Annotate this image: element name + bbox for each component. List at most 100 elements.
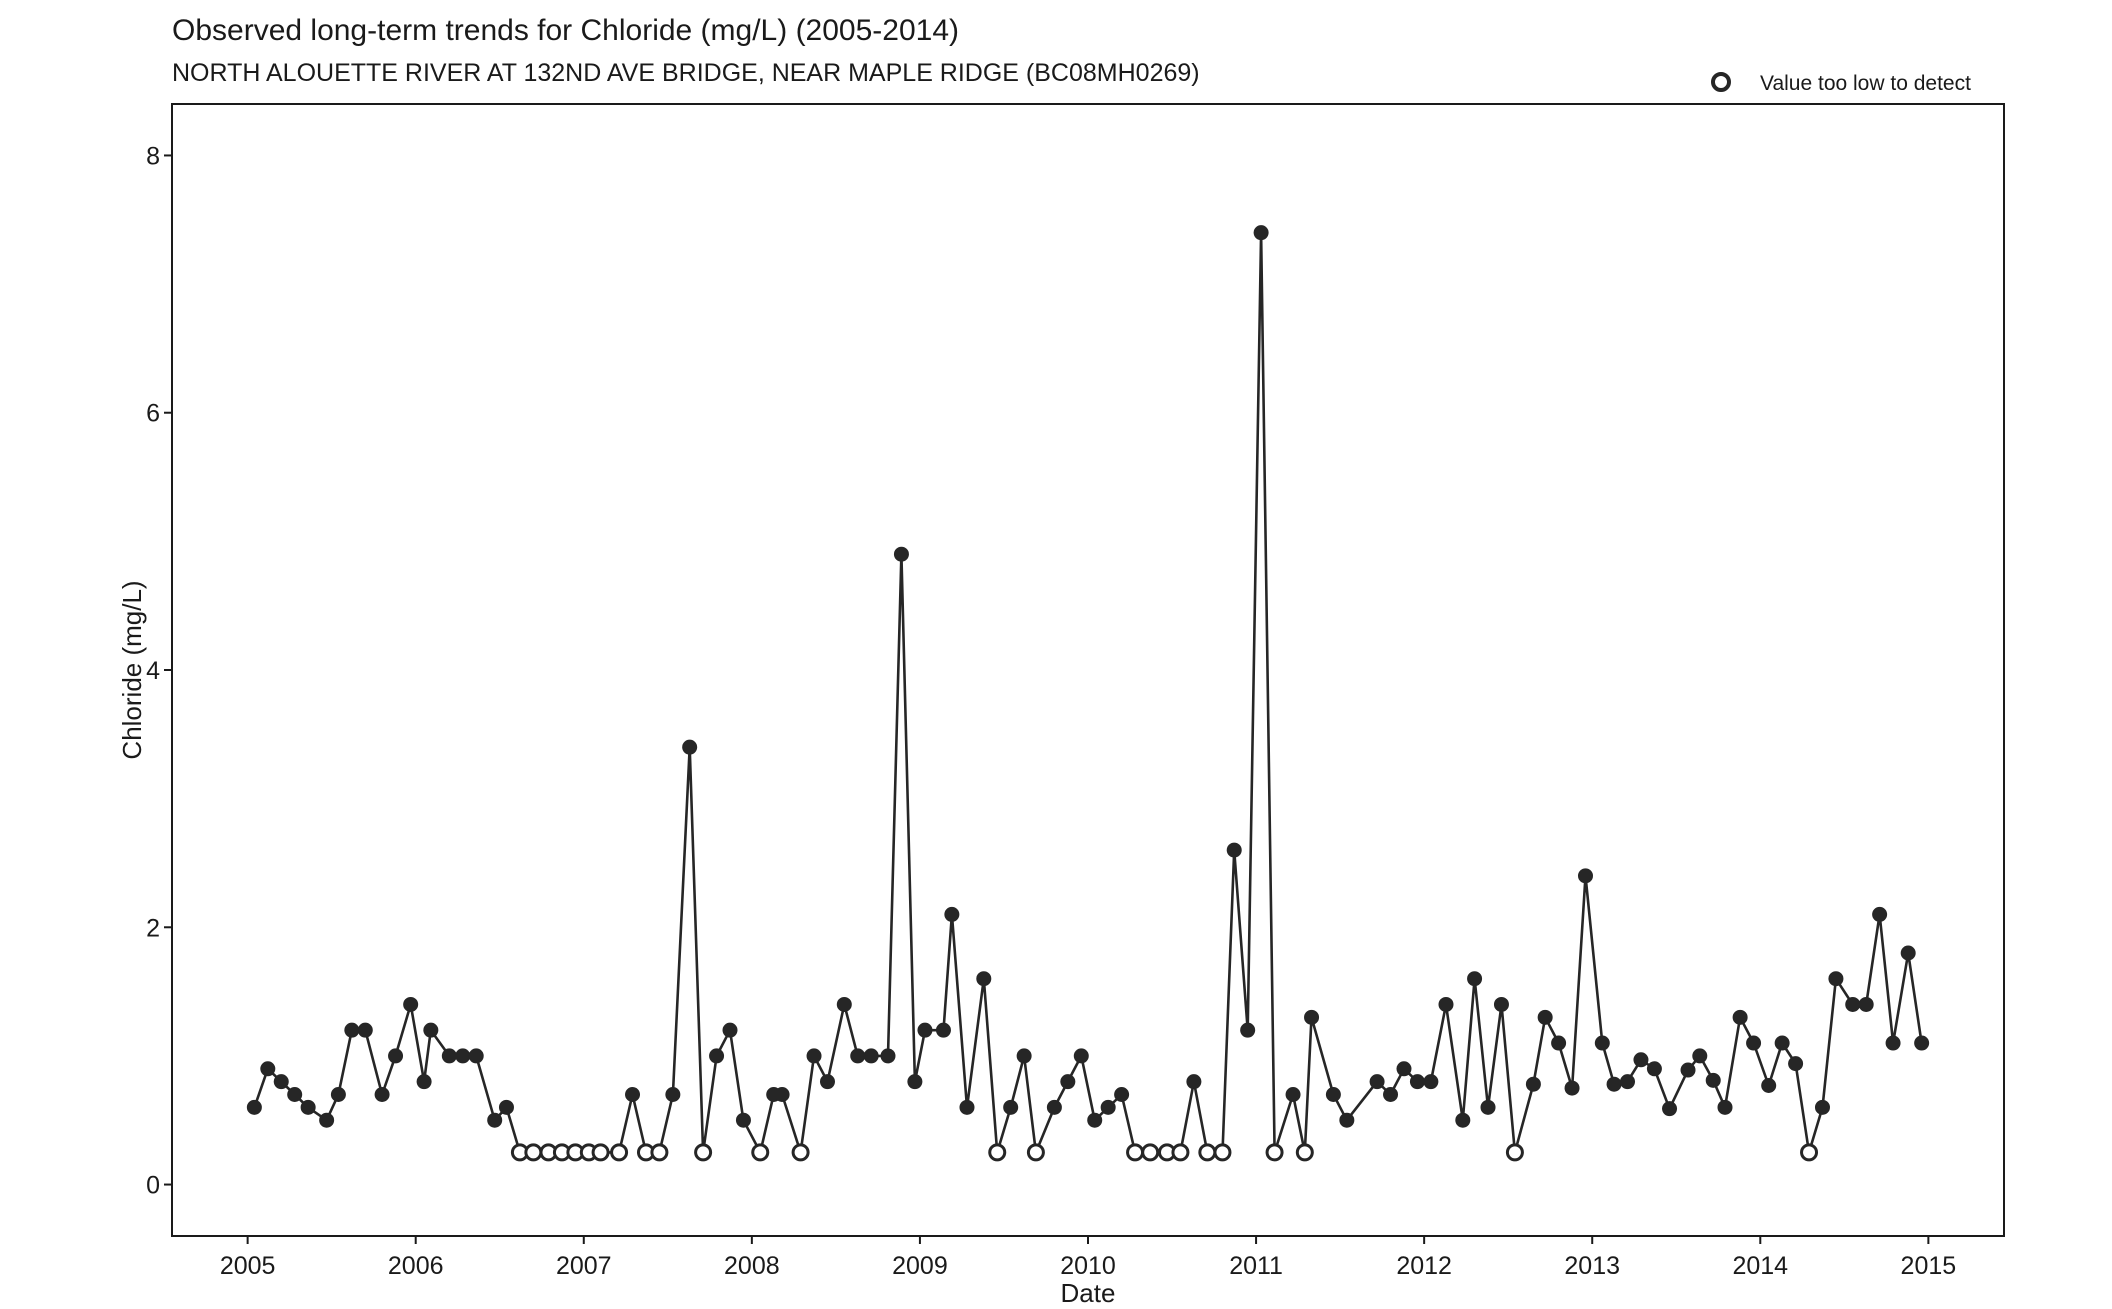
data-point [1746, 1035, 1762, 1051]
data-point [1253, 225, 1269, 241]
x-tick-label: 2007 [556, 1252, 612, 1280]
data-point [287, 1087, 303, 1102]
data-point [330, 1087, 346, 1102]
data-point [1606, 1076, 1622, 1092]
data-point-below-detection [988, 1143, 1007, 1162]
data-point [1761, 1077, 1777, 1093]
x-tick-label: 2005 [220, 1252, 276, 1280]
data-point [774, 1087, 790, 1102]
data-point [1717, 1099, 1733, 1115]
data-point [917, 1022, 933, 1038]
data-point [374, 1087, 390, 1102]
data-point [1872, 906, 1888, 922]
x-tick-label: 2012 [1396, 1252, 1452, 1280]
y-axis-title: Chloride (mg/L) [117, 580, 147, 759]
data-point [1423, 1074, 1439, 1090]
data-point [1493, 996, 1509, 1012]
data-point [1732, 1009, 1748, 1025]
data-point [836, 996, 852, 1012]
data-point [819, 1074, 835, 1090]
data-point [1620, 1074, 1636, 1090]
data-point [468, 1048, 484, 1064]
data-point [487, 1112, 503, 1128]
data-point [1680, 1062, 1696, 1078]
legend-label: Value too low to detect [1760, 72, 1971, 95]
data-point [1240, 1022, 1256, 1038]
data-point [1788, 1056, 1804, 1072]
data-point [273, 1074, 289, 1090]
data-point [1646, 1061, 1662, 1077]
data-point-below-detection [1171, 1143, 1190, 1162]
data-point-below-detection [610, 1143, 629, 1162]
x-tick-label: 2014 [1732, 1252, 1788, 1280]
data-point [893, 546, 909, 562]
data-point [976, 971, 992, 987]
data-point [1577, 868, 1593, 884]
data-point [498, 1099, 514, 1115]
data-point [1304, 1009, 1320, 1025]
data-point [1828, 971, 1844, 987]
data-point-below-detection [1505, 1143, 1524, 1162]
data-point [1480, 1099, 1496, 1115]
x-tick-label: 2008 [724, 1252, 780, 1280]
data-point-below-detection [1800, 1143, 1819, 1162]
data-point [907, 1074, 923, 1090]
data-point-below-detection [1295, 1143, 1314, 1162]
data-point [1525, 1076, 1541, 1092]
data-point [1369, 1074, 1385, 1090]
data-point [935, 1022, 951, 1038]
data-point [300, 1099, 316, 1115]
data-point [1662, 1101, 1678, 1117]
legend-open-circle-icon [1711, 72, 1731, 92]
data-point [1900, 945, 1916, 961]
chart-title: Observed long-term trends for Chloride (… [172, 14, 959, 47]
series-points [246, 225, 1930, 1162]
data-point [880, 1048, 896, 1064]
data-point-below-detection [791, 1143, 810, 1162]
legend: Value too low to detect [1711, 72, 1971, 95]
data-point-below-detection [1213, 1143, 1232, 1162]
data-point [1438, 996, 1454, 1012]
data-point [441, 1048, 457, 1064]
data-point [863, 1048, 879, 1064]
data-point [1885, 1035, 1901, 1051]
x-tick-label: 2009 [892, 1252, 948, 1280]
data-point [1226, 842, 1242, 858]
data-point [1016, 1048, 1032, 1064]
data-point [806, 1048, 822, 1064]
data-point [416, 1074, 432, 1090]
data-point [1845, 996, 1861, 1012]
data-point [1814, 1099, 1830, 1115]
x-tick-label: 2013 [1564, 1252, 1620, 1280]
data-point-below-detection [650, 1143, 669, 1162]
data-point [1003, 1099, 1019, 1115]
data-point-below-detection [524, 1143, 543, 1162]
x-tick-label: 2015 [1901, 1252, 1957, 1280]
data-point [1914, 1035, 1930, 1051]
data-point-below-detection [1026, 1143, 1045, 1162]
y-tick-label: 6 [146, 400, 160, 428]
data-point [1383, 1087, 1399, 1102]
data-point-below-detection [751, 1143, 770, 1162]
data-point-below-detection [694, 1143, 713, 1162]
data-point [1467, 971, 1483, 987]
data-point [959, 1099, 975, 1115]
data-point-below-detection [591, 1143, 610, 1162]
data-point [344, 1022, 360, 1038]
plot-frame [171, 103, 2005, 1237]
data-point-below-detection [1198, 1143, 1217, 1162]
data-point [1285, 1087, 1301, 1102]
data-point [1100, 1099, 1116, 1115]
y-axis: 0 2 4 6 8 [146, 142, 172, 1200]
data-point-below-detection [1265, 1143, 1284, 1162]
data-point [1705, 1072, 1721, 1088]
data-point [1409, 1074, 1425, 1090]
data-point [1073, 1048, 1089, 1064]
x-tick-label: 2011 [1229, 1252, 1283, 1280]
data-point [1325, 1087, 1341, 1102]
x-axis-title: Date [1061, 1278, 1116, 1308]
data-point [1594, 1035, 1610, 1051]
data-point [1114, 1087, 1130, 1102]
data-point [709, 1048, 725, 1064]
